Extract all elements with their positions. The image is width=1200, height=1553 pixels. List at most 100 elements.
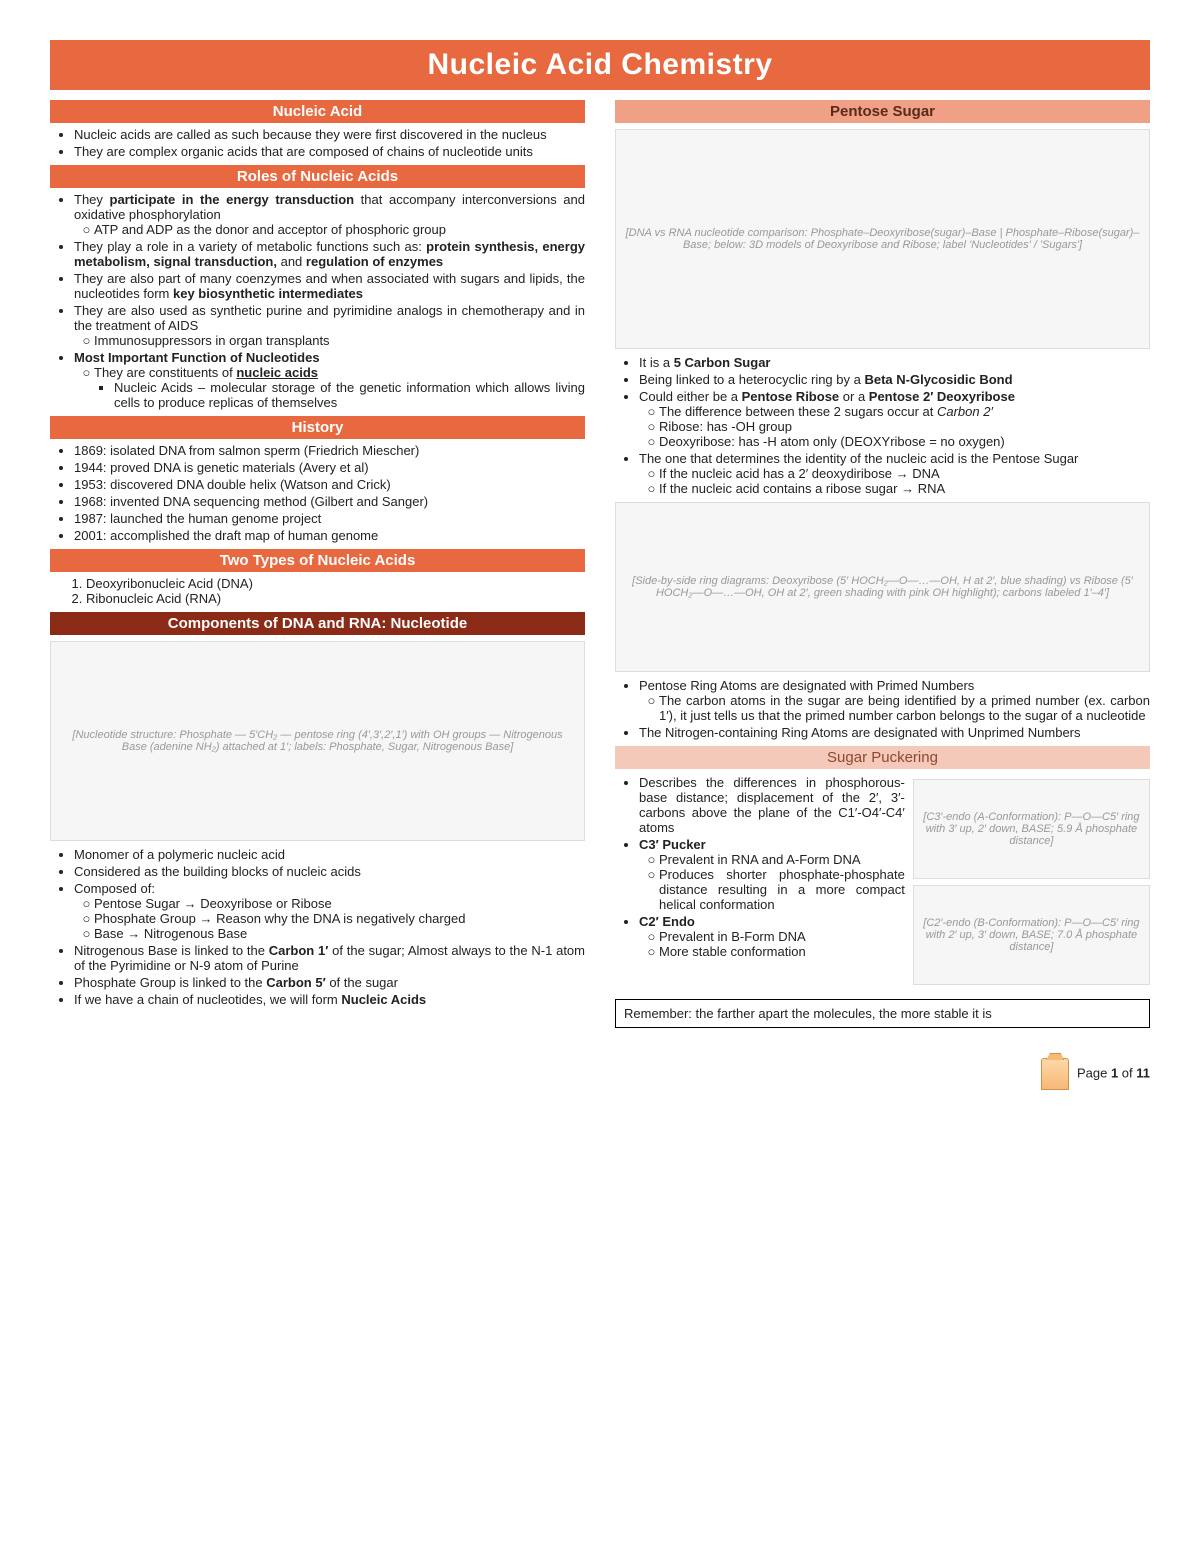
- text: Composed of:: [74, 881, 155, 896]
- bold-text: Carbon 1′: [269, 943, 329, 958]
- list-item: If we have a chain of nucleotides, we wi…: [74, 992, 585, 1007]
- list-item: C3′ Pucker Prevalent in RNA and A-Form D…: [639, 837, 905, 912]
- list-item: Could either be a Pentose Ribose or a Pe…: [639, 389, 1150, 449]
- two-column-layout: Nucleic Acid Nucleic acids are called as…: [50, 94, 1150, 1028]
- list-item: The difference between these 2 sugars oc…: [659, 404, 1150, 419]
- bold-text: Carbon 5′: [266, 975, 325, 990]
- bold-text: Most Important Function of Nucleotides: [74, 350, 320, 365]
- page-footer: Page 1 of 11: [50, 1058, 1150, 1090]
- section-header-roles: Roles of Nucleic Acids: [50, 165, 585, 188]
- diagram-c2-endo: [C2′-endo (B-Conformation): P—O—C5′ ring…: [913, 885, 1150, 985]
- list-item: More stable conformation: [659, 944, 905, 959]
- list-item: Phosphate Group is linked to the Carbon …: [74, 975, 585, 990]
- list-item: Base → Nitrogenous Base: [94, 926, 585, 941]
- list-item: Considered as the building blocks of nuc…: [74, 864, 585, 879]
- list-two-types: Deoxyribonucleic Acid (DNA) Ribonucleic …: [50, 576, 585, 606]
- list-roles: They participate in the energy transduct…: [50, 192, 585, 410]
- text: and: [277, 254, 306, 269]
- list-item: Describes the differences in phosphorous…: [639, 775, 905, 835]
- left-column: Nucleic Acid Nucleic acids are called as…: [50, 94, 585, 1028]
- bold-text: 5 Carbon Sugar: [674, 355, 771, 370]
- bold-text: key biosynthetic intermediates: [173, 286, 363, 301]
- list-item: Nucleic Acids – molecular storage of the…: [114, 380, 585, 410]
- list-item: 1987: launched the human genome project: [74, 511, 585, 526]
- list-item: They are constituents of nucleic acids N…: [94, 365, 585, 410]
- text: They are also used as synthetic purine a…: [74, 303, 585, 333]
- text: If we have a chain of nucleotides, we wi…: [74, 992, 341, 1007]
- text: Being linked to a heterocyclic ring by a: [639, 372, 864, 387]
- bold-text: C2′ Endo: [639, 914, 695, 929]
- bold-text: C3′ Pucker: [639, 837, 706, 852]
- milk-carton-icon: [1041, 1058, 1069, 1090]
- bold-text: Nucleic Acids: [341, 992, 426, 1007]
- text: Pentose Ring Atoms are designated with P…: [639, 678, 974, 693]
- list-pentose-atoms: Pentose Ring Atoms are designated with P…: [615, 678, 1150, 740]
- list-item: Most Important Function of Nucleotides T…: [74, 350, 585, 410]
- list-item: They play a role in a variety of metabol…: [74, 239, 585, 269]
- list-item: Monomer of a polymeric nucleic acid: [74, 847, 585, 862]
- text: The one that determines the identity of …: [639, 451, 1078, 466]
- text: They: [74, 192, 110, 207]
- list-item: C2′ Endo Prevalent in B-Form DNA More st…: [639, 914, 905, 959]
- list-item: Prevalent in RNA and A-Form DNA: [659, 852, 905, 867]
- list-item: If the nucleic acid contains a ribose su…: [659, 481, 1150, 496]
- list-item: Pentose Sugar → Deoxyribose or Ribose: [94, 896, 585, 911]
- text: of the sugar: [326, 975, 398, 990]
- right-column: Pentose Sugar [DNA vs RNA nucleotide com…: [615, 94, 1150, 1028]
- italic-text: Carbon 2′: [937, 404, 993, 419]
- list-item: 1944: proved DNA is genetic materials (A…: [74, 460, 585, 475]
- diagram-c3-endo: [C3′-endo (A-Conformation): P—O—C5′ ring…: [913, 779, 1150, 879]
- bold-underline-text: nucleic acids: [236, 365, 318, 380]
- list-item: Immunosuppressors in organ transplants: [94, 333, 585, 348]
- list-item: Pentose Ring Atoms are designated with P…: [639, 678, 1150, 723]
- list-item: Being linked to a heterocyclic ring by a…: [639, 372, 1150, 387]
- bold-text: Beta N-Glycosidic Bond: [864, 372, 1012, 387]
- list-item: They participate in the energy transduct…: [74, 192, 585, 237]
- list-item: Composed of: Pentose Sugar → Deoxyribose…: [74, 881, 585, 941]
- list-item: Nucleic acids are called as such because…: [74, 127, 585, 142]
- section-header-nucleic-acid: Nucleic Acid: [50, 100, 585, 123]
- bold-text: Pentose Ribose: [742, 389, 840, 404]
- bold-text: participate in the energy transduction: [110, 192, 355, 207]
- list-item: They are complex organic acids that are …: [74, 144, 585, 159]
- text: Phosphate Group is linked to the: [74, 975, 266, 990]
- list-item: 1869: isolated DNA from salmon sperm (Fr…: [74, 443, 585, 458]
- text: Could either be a: [639, 389, 742, 404]
- list-item: Deoxyribose: has -H atom only (DEOXYribo…: [659, 434, 1150, 449]
- list-item: Phosphate Group → Reason why the DNA is …: [94, 911, 585, 926]
- diagram-deoxy-vs-ribose: [Side-by-side ring diagrams: Deoxyribose…: [615, 502, 1150, 672]
- list-pentose: It is a 5 Carbon Sugar Being linked to a…: [615, 355, 1150, 496]
- list-item: The one that determines the identity of …: [639, 451, 1150, 496]
- text: It is a: [639, 355, 674, 370]
- diagram-nucleotide: [Nucleotide structure: Phosphate — 5′CH₂…: [50, 641, 585, 841]
- list-item: Produces shorter phosphate-phosphate dis…: [659, 867, 905, 912]
- page-label-pre: Page: [1077, 1065, 1111, 1080]
- text: The difference between these 2 sugars oc…: [659, 404, 937, 419]
- list-item: 2001: accomplished the draft map of huma…: [74, 528, 585, 543]
- list-item: 1968: invented DNA sequencing method (Gi…: [74, 494, 585, 509]
- list-puckering: Describes the differences in phosphorous…: [615, 775, 905, 959]
- list-item: They are also part of many coenzymes and…: [74, 271, 585, 301]
- list-item: Nitrogenous Base is linked to the Carbon…: [74, 943, 585, 973]
- bold-text: regulation of enzymes: [306, 254, 443, 269]
- text: Nitrogenous Base is linked to the: [74, 943, 269, 958]
- text: They are constituents of: [94, 365, 236, 380]
- list-components: Monomer of a polymeric nucleic acid Cons…: [50, 847, 585, 1007]
- list-item: ATP and ADP as the donor and acceptor of…: [94, 222, 585, 237]
- list-item: They are also used as synthetic purine a…: [74, 303, 585, 348]
- list-item: The carbon atoms in the sugar are being …: [659, 693, 1150, 723]
- text: or a: [839, 389, 869, 404]
- page-total: 11: [1136, 1065, 1150, 1080]
- section-header-two-types: Two Types of Nucleic Acids: [50, 549, 585, 572]
- section-header-history: History: [50, 416, 585, 439]
- text: They play a role in a variety of metabol…: [74, 239, 426, 254]
- page-label-mid: of: [1118, 1065, 1136, 1080]
- list-item: The Nitrogen-containing Ring Atoms are d…: [639, 725, 1150, 740]
- list-item: Prevalent in B-Form DNA: [659, 929, 905, 944]
- bold-text: Pentose 2′ Deoxyribose: [869, 389, 1015, 404]
- section-header-components: Components of DNA and RNA: Nucleotide: [50, 612, 585, 635]
- list-item: If the nucleic acid has a 2′ deoxydiribo…: [659, 466, 1150, 481]
- list-item: Ribose: has -OH group: [659, 419, 1150, 434]
- section-header-puckering: Sugar Puckering: [615, 746, 1150, 769]
- section-header-pentose: Pentose Sugar: [615, 100, 1150, 123]
